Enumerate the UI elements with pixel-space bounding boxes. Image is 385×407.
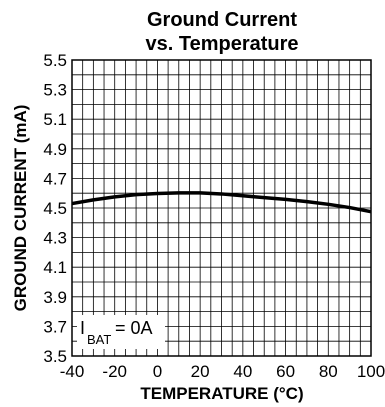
annotation-background (77, 315, 165, 349)
y-tick-label: 4.7 (43, 169, 67, 188)
x-tick-label: 40 (233, 362, 252, 381)
annotation-ibat: I BAT = 0A (77, 315, 165, 349)
plot-grid (71, 59, 372, 357)
chart-title-line1: Ground Current (147, 9, 297, 31)
y-tick-label: 5.1 (43, 110, 67, 129)
y-tick-label: 4.5 (43, 199, 67, 218)
series-layer (71, 191, 372, 214)
y-tick-label: 3.9 (43, 288, 67, 307)
y-tick-label: 5.5 (43, 51, 67, 70)
annotation-value: = 0A (115, 318, 153, 338)
x-tick-label: 80 (319, 362, 338, 381)
y-tick-label: 4.1 (43, 258, 67, 277)
y-axis-label: GROUND CURRENT (mA) (11, 105, 30, 312)
y-tick-label: 3.5 (43, 347, 67, 366)
tick-labels: -40 -20 0 20 40 60 80 100 5.5 5.3 5.1 4.9 4.7 4.5 4.3 4… (43, 51, 385, 381)
chart-title-line2: vs. Temperature (145, 33, 298, 55)
y-tick-label: 5.3 (43, 81, 67, 100)
annotation-subscript: BAT (87, 332, 111, 347)
y-tick-label: 4.3 (43, 229, 67, 248)
x-tick-label: -40 (60, 362, 85, 381)
series-line (71, 191, 372, 214)
y-tick-label: 3.7 (43, 317, 67, 336)
y-tick-label: 4.9 (43, 140, 67, 159)
x-tick-label: 100 (357, 362, 385, 381)
annotation-main: I (80, 318, 85, 338)
x-tick-label: 20 (191, 362, 210, 381)
plot-frame (71, 59, 372, 357)
x-tick-label: -20 (102, 362, 127, 381)
x-tick-label: 0 (153, 362, 162, 381)
x-tick-label: 60 (276, 362, 295, 381)
x-axis-label: TEMPERATURE (°C) (140, 384, 303, 403)
